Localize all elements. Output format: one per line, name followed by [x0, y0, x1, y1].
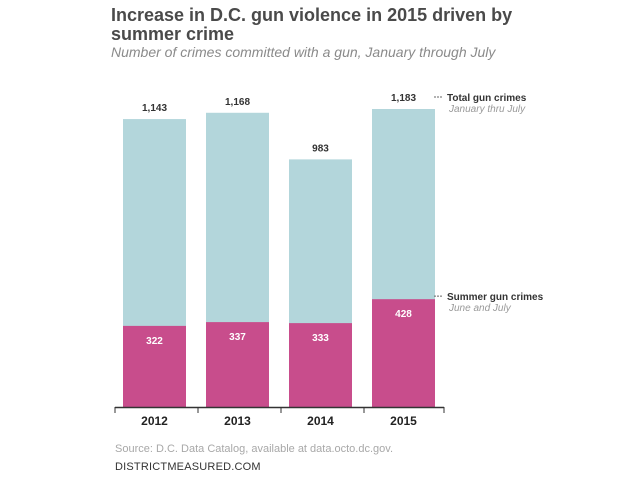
bar-chart: 1,143 322 2012 1,168 337 2013 983 333 2014 1,183 4…	[114, 93, 544, 428]
x-tick-label-2015: 2015	[390, 414, 417, 428]
chart-subtitle: Number of crimes committed with a gun, J…	[111, 44, 496, 60]
x-tick-label-2014: 2014	[307, 414, 334, 428]
total-value-label-2013: 1,168	[225, 97, 250, 108]
summer-value-label-2014: 333	[312, 333, 329, 344]
bar-summer-2012	[123, 325, 186, 407]
summer-value-label-2013: 337	[229, 332, 246, 343]
legend-total-sublabel: January thru July	[448, 104, 526, 115]
bar-summer-2013	[206, 322, 269, 407]
legend-total-label: Total gun crimes	[447, 93, 527, 104]
x-tick-label-2013: 2013	[224, 414, 251, 428]
bar-summer-2015	[372, 299, 435, 407]
summer-value-label-2015: 428	[395, 309, 412, 320]
total-value-label-2014: 983	[312, 143, 329, 154]
legend-summer-sublabel: June and July	[448, 303, 512, 314]
legend-summer-label: Summer gun crimes	[447, 292, 544, 303]
bar-summer-2014	[289, 323, 352, 407]
brand-credit: DISTRICTMEASURED.COM	[115, 461, 261, 473]
chart-title: Increase in D.C. gun violence in 2015 dr…	[111, 5, 513, 44]
total-value-label-2012: 1,143	[142, 103, 167, 114]
total-value-label-2015: 1,183	[391, 93, 416, 104]
x-tick-label-2012: 2012	[141, 414, 168, 428]
source-note: Source: D.C. Data Catalog, available at …	[115, 443, 394, 455]
summer-value-label-2012: 322	[146, 336, 163, 347]
